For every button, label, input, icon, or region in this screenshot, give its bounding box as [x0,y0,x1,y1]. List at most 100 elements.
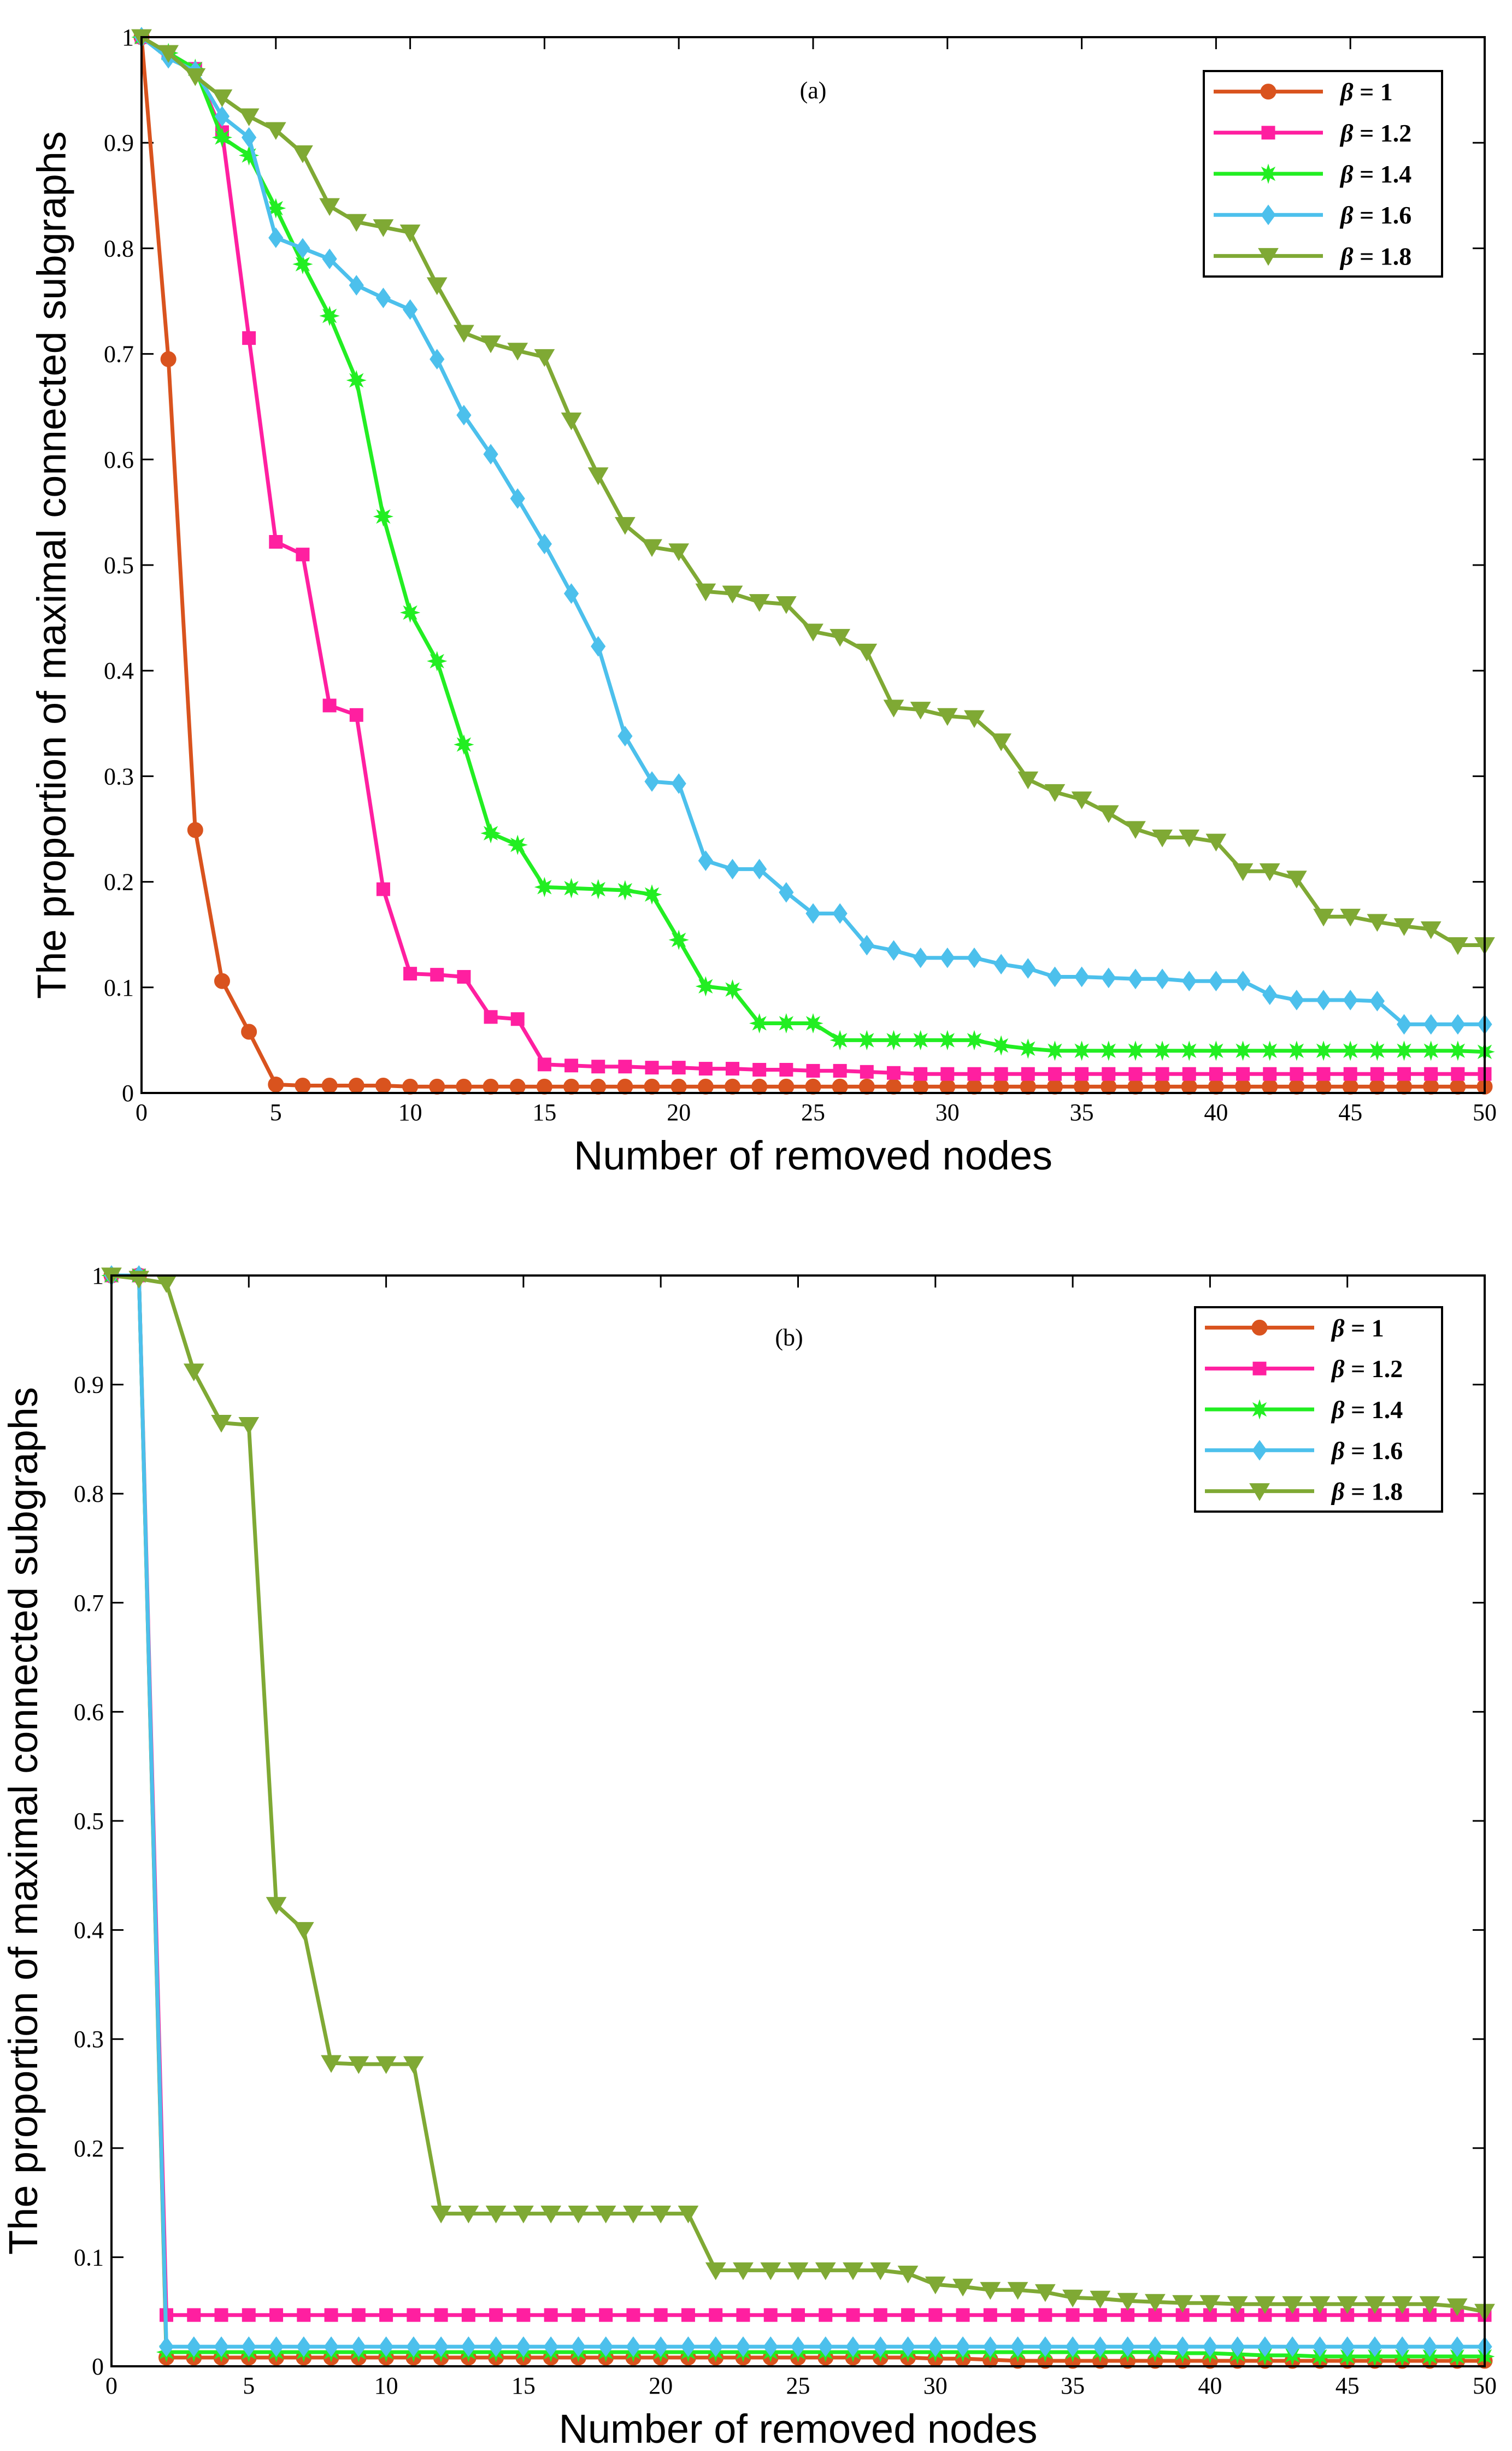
data-point-4-44 [1309,2296,1331,2314]
x-tick-label: 40 [1198,2372,1222,2399]
data-point-2-47 [1393,1041,1415,1061]
data-point-1-13 [461,2308,475,2322]
data-point-4-6 [266,1897,287,1915]
data-point-1-27 [846,2308,860,2322]
data-point-3-33 [1020,958,1036,979]
y-tick-label: 0.1 [74,2244,104,2271]
legend-marker-0 [1251,1319,1268,1336]
data-point-4-46 [1367,914,1388,932]
data-point-3-15 [537,533,552,555]
data-point-2-7 [319,305,340,326]
data-point-1-36 [1093,2308,1107,2322]
data-point-1-33 [1011,2308,1025,2322]
data-point-3-25 [805,903,821,924]
y-tick-label: 0.9 [104,130,134,156]
data-point-0-25 [805,1078,821,1095]
legend-value: = 1 [1345,1314,1384,1342]
data-point-2-23 [749,1013,770,1034]
data-point-3-27 [845,2336,861,2357]
data-point-1-12 [457,969,471,984]
data-point-1-20 [654,2308,668,2322]
data-point-4-46 [1364,2296,1385,2314]
y-tick-label: 0 [122,1080,134,1107]
data-point-3-22 [725,859,740,880]
data-point-4-29 [910,702,931,720]
data-point-4-10 [375,2056,397,2074]
data-point-4-20 [668,543,690,561]
data-point-4-11 [426,277,448,296]
data-point-4-28 [870,2262,891,2280]
legend-value: = 1.2 [1354,119,1412,147]
data-point-3-12 [433,2336,449,2357]
data-point-1-14 [510,1012,525,1026]
legend-value: = 1.4 [1354,160,1412,188]
legend-value: = 1.4 [1345,1396,1403,1424]
legend-symbol: β [1339,119,1354,147]
series-markers-4 [131,29,1495,955]
data-point-3-38 [1155,968,1170,990]
legend-symbol: β [1331,1478,1345,1506]
data-point-1-26 [819,2308,833,2322]
data-point-4-5 [265,122,286,140]
data-point-4-14 [485,2206,507,2224]
data-point-1-26 [833,1063,847,1078]
data-point-1-47 [1397,1067,1411,1081]
legend-symbol: β [1339,78,1354,106]
data-point-1-31 [956,2308,970,2322]
y-tick-label: 0.7 [104,341,134,368]
data-point-0-14 [509,1078,526,1095]
data-point-1-16 [564,1059,579,1073]
data-point-4-23 [733,2262,754,2280]
legend-entry-3: β = 1.6 [1331,1437,1403,1465]
data-point-4-33 [1007,2282,1028,2300]
data-point-2-26 [829,1030,850,1051]
data-point-1-29 [914,1067,928,1081]
data-point-4-34 [1044,784,1066,802]
data-point-3-38 [1148,2336,1163,2357]
data-point-0-5 [268,1077,284,1093]
data-point-1-40 [1209,1067,1223,1081]
data-point-4-37 [1125,821,1146,839]
legend-entry-1: β = 1.2 [1339,119,1411,147]
legend: β = 1β = 1.2β = 1.4β = 1.6β = 1.8 [1203,70,1443,278]
data-point-4-13 [480,335,501,354]
data-point-0-15 [536,1078,552,1095]
y-axis-label: The proportion of maximal connected subg… [1,1387,46,2255]
data-point-1-23 [752,1062,767,1077]
data-point-3-40 [1208,971,1224,992]
data-point-3-12 [456,404,472,426]
legend-entry-3: β = 1.6 [1339,201,1411,229]
data-point-4-16 [561,412,582,431]
data-point-3-14 [510,488,525,509]
data-point-3-41 [1230,2336,1245,2357]
plot-frame [110,1274,1486,2367]
data-point-3-19 [626,2336,641,2357]
data-point-4-47 [1393,918,1415,936]
data-point-3-7 [296,2336,311,2357]
y-tick-label: 1 [122,24,134,51]
data-point-1-48 [1424,1067,1438,1081]
data-point-3-10 [402,299,418,320]
data-point-2-12 [454,734,474,755]
data-point-1-11 [407,2308,421,2322]
data-point-3-6 [295,238,310,259]
x-tick-label: 45 [1335,2372,1360,2399]
data-point-1-35 [1066,2308,1080,2322]
data-point-1-39 [1182,1067,1196,1081]
y-tick-label: 0.2 [74,2135,104,2162]
data-point-4-45 [1340,908,1361,927]
data-point-4-12 [431,2206,451,2224]
data-point-4-40 [1205,833,1227,852]
data-point-2-34 [1044,1041,1066,1061]
data-point-1-5 [242,2308,256,2322]
data-point-3-43 [1285,2336,1300,2357]
data-point-3-40 [1202,2336,1218,2357]
data-point-4-42 [1255,2296,1275,2314]
y-tick-label: 0.1 [104,974,134,1001]
data-point-4-22 [722,585,743,604]
data-point-1-28 [886,1066,901,1080]
data-point-0-7 [321,1077,338,1094]
y-tick-label: 0.7 [74,1590,104,1617]
chart-panel-0: 0 5 10 15 20 25 30 35 40 45 50 0 0.1 0.2 0.3 0.4 0.5 0.6 0… [29,24,1497,1178]
data-point-2-18 [615,880,636,901]
